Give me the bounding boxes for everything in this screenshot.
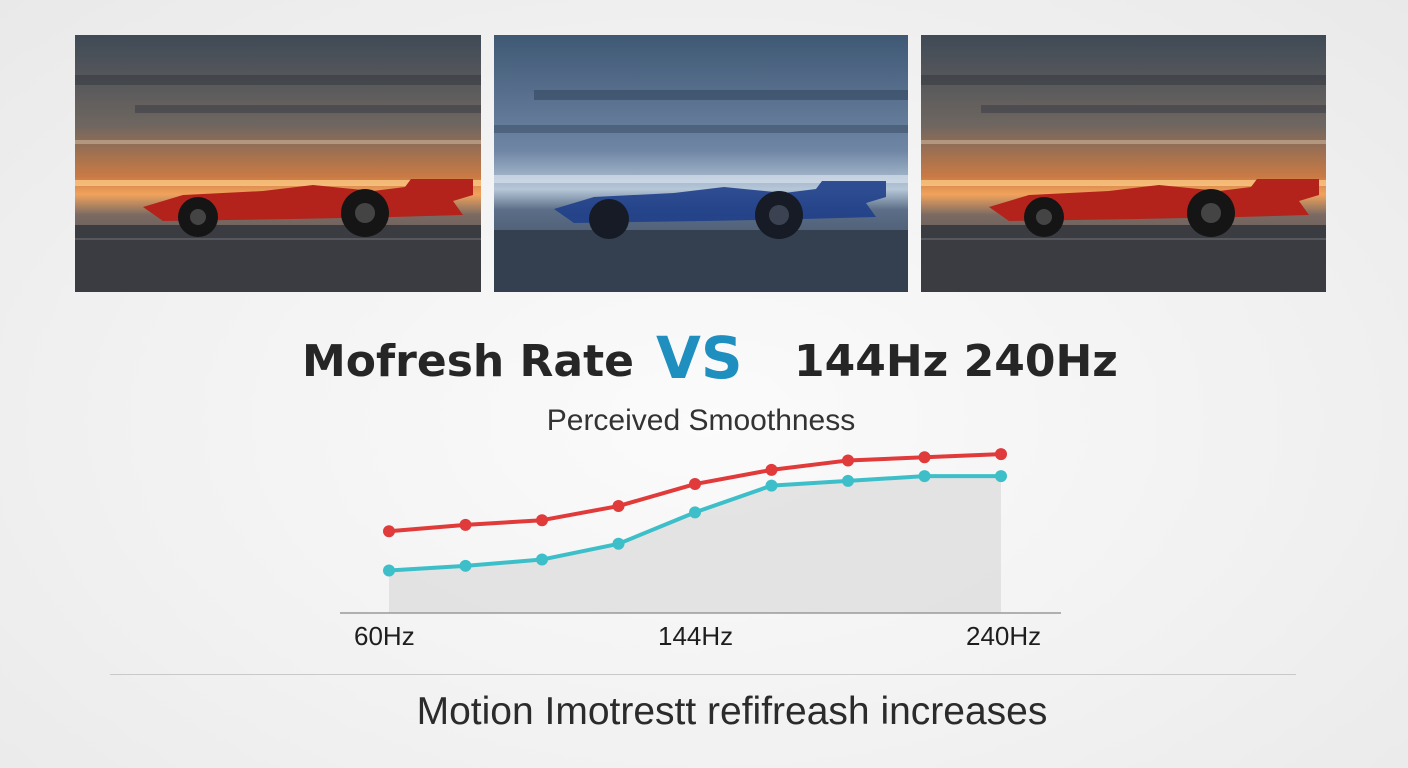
- headline-right: 144Hz 240Hz: [794, 336, 1118, 387]
- line-chart: [340, 448, 1061, 614]
- headline-vs: VS: [656, 324, 743, 392]
- data-point: [918, 451, 931, 464]
- chart-area-fill: [389, 476, 1001, 613]
- race-car-image-left: [75, 35, 481, 292]
- data-point: [536, 514, 548, 527]
- data-point: [383, 525, 395, 538]
- car-icon: [554, 181, 886, 239]
- data-point: [459, 518, 472, 531]
- data-point: [918, 470, 931, 483]
- data-point: [536, 553, 548, 566]
- data-point: [765, 463, 778, 476]
- divider: [110, 674, 1296, 675]
- caption: Motion Imotrestt refifreash increases: [416, 690, 1048, 733]
- headline: Mofresh Rate VS 144Hz 240Hz: [0, 328, 1408, 392]
- x-tick-label: 144Hz: [658, 621, 734, 651]
- data-point: [842, 474, 854, 487]
- x-tick-label: 240Hz: [966, 621, 1042, 651]
- chart-title: Perceived Smoothness: [546, 404, 856, 437]
- data-point: [842, 454, 854, 467]
- x-tick-label: 60Hz: [354, 621, 415, 651]
- car-icon: [989, 179, 1319, 237]
- data-point: [459, 559, 472, 572]
- data-point: [689, 478, 701, 491]
- data-point: [612, 537, 625, 550]
- data-point: [612, 500, 625, 513]
- data-point: [765, 479, 778, 492]
- car-icon: [143, 179, 473, 237]
- race-car-image-middle: [494, 35, 908, 292]
- headline-left: Mofresh Rate: [302, 336, 634, 387]
- race-car-image-right: [921, 35, 1326, 292]
- data-point: [995, 448, 1007, 461]
- data-point: [689, 506, 701, 519]
- data-point: [383, 564, 395, 577]
- data-point: [995, 470, 1007, 483]
